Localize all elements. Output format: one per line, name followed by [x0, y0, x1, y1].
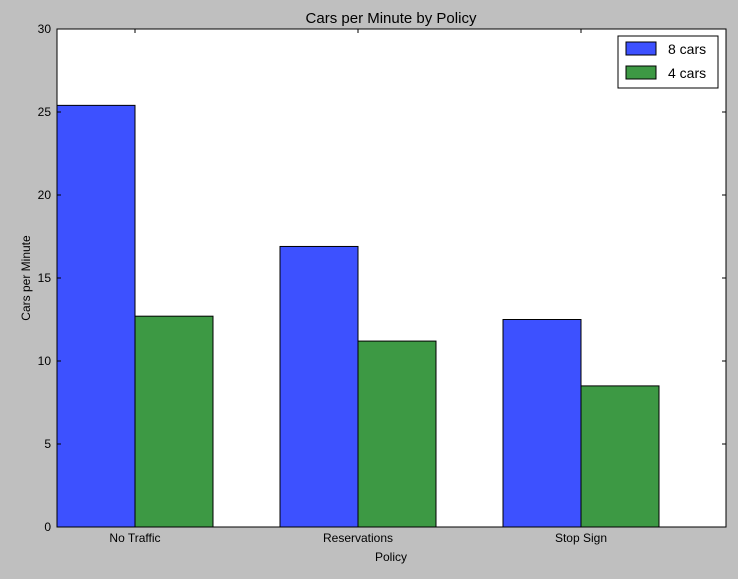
- y-axis-label: Cars per Minute: [19, 235, 33, 321]
- bar-8-cars-stop-sign: [502, 319, 582, 528]
- chart-title: Cars per Minute by Policy: [306, 10, 477, 27]
- legend-swatch-4-cars: [625, 65, 657, 80]
- legend-label-8-cars: 8 cars: [668, 41, 706, 57]
- bar-4-cars-no-traffic: [134, 315, 214, 528]
- bar-8-cars-no-traffic: [56, 104, 136, 528]
- bar-4-cars-reservations: [357, 340, 437, 528]
- bar-4-cars-stop-sign: [580, 385, 660, 528]
- y-tick-label: 0: [44, 520, 51, 534]
- x-tick-label: Reservations: [323, 531, 393, 545]
- y-tick-label: 10: [38, 354, 52, 368]
- x-tick-label: Stop Sign: [555, 531, 607, 545]
- bars-layer: [56, 104, 660, 528]
- y-tick-label: 25: [38, 105, 52, 119]
- y-tick-label: 30: [38, 22, 52, 36]
- y-tick-label: 5: [44, 437, 51, 451]
- legend-swatch-8-cars: [625, 41, 657, 56]
- bar-8-cars-reservations: [279, 245, 359, 528]
- y-tick-label: 15: [38, 271, 52, 285]
- legend: 8 cars 4 cars: [617, 35, 719, 89]
- legend-label-4-cars: 4 cars: [668, 65, 706, 81]
- x-axis-label: Policy: [375, 550, 407, 564]
- ticks-layer: 0 5 10 15 20 25 30 No Traffic Reservations Stop S…: [38, 22, 726, 545]
- x-tick-label: No Traffic: [109, 531, 160, 545]
- y-tick-label: 20: [38, 188, 52, 202]
